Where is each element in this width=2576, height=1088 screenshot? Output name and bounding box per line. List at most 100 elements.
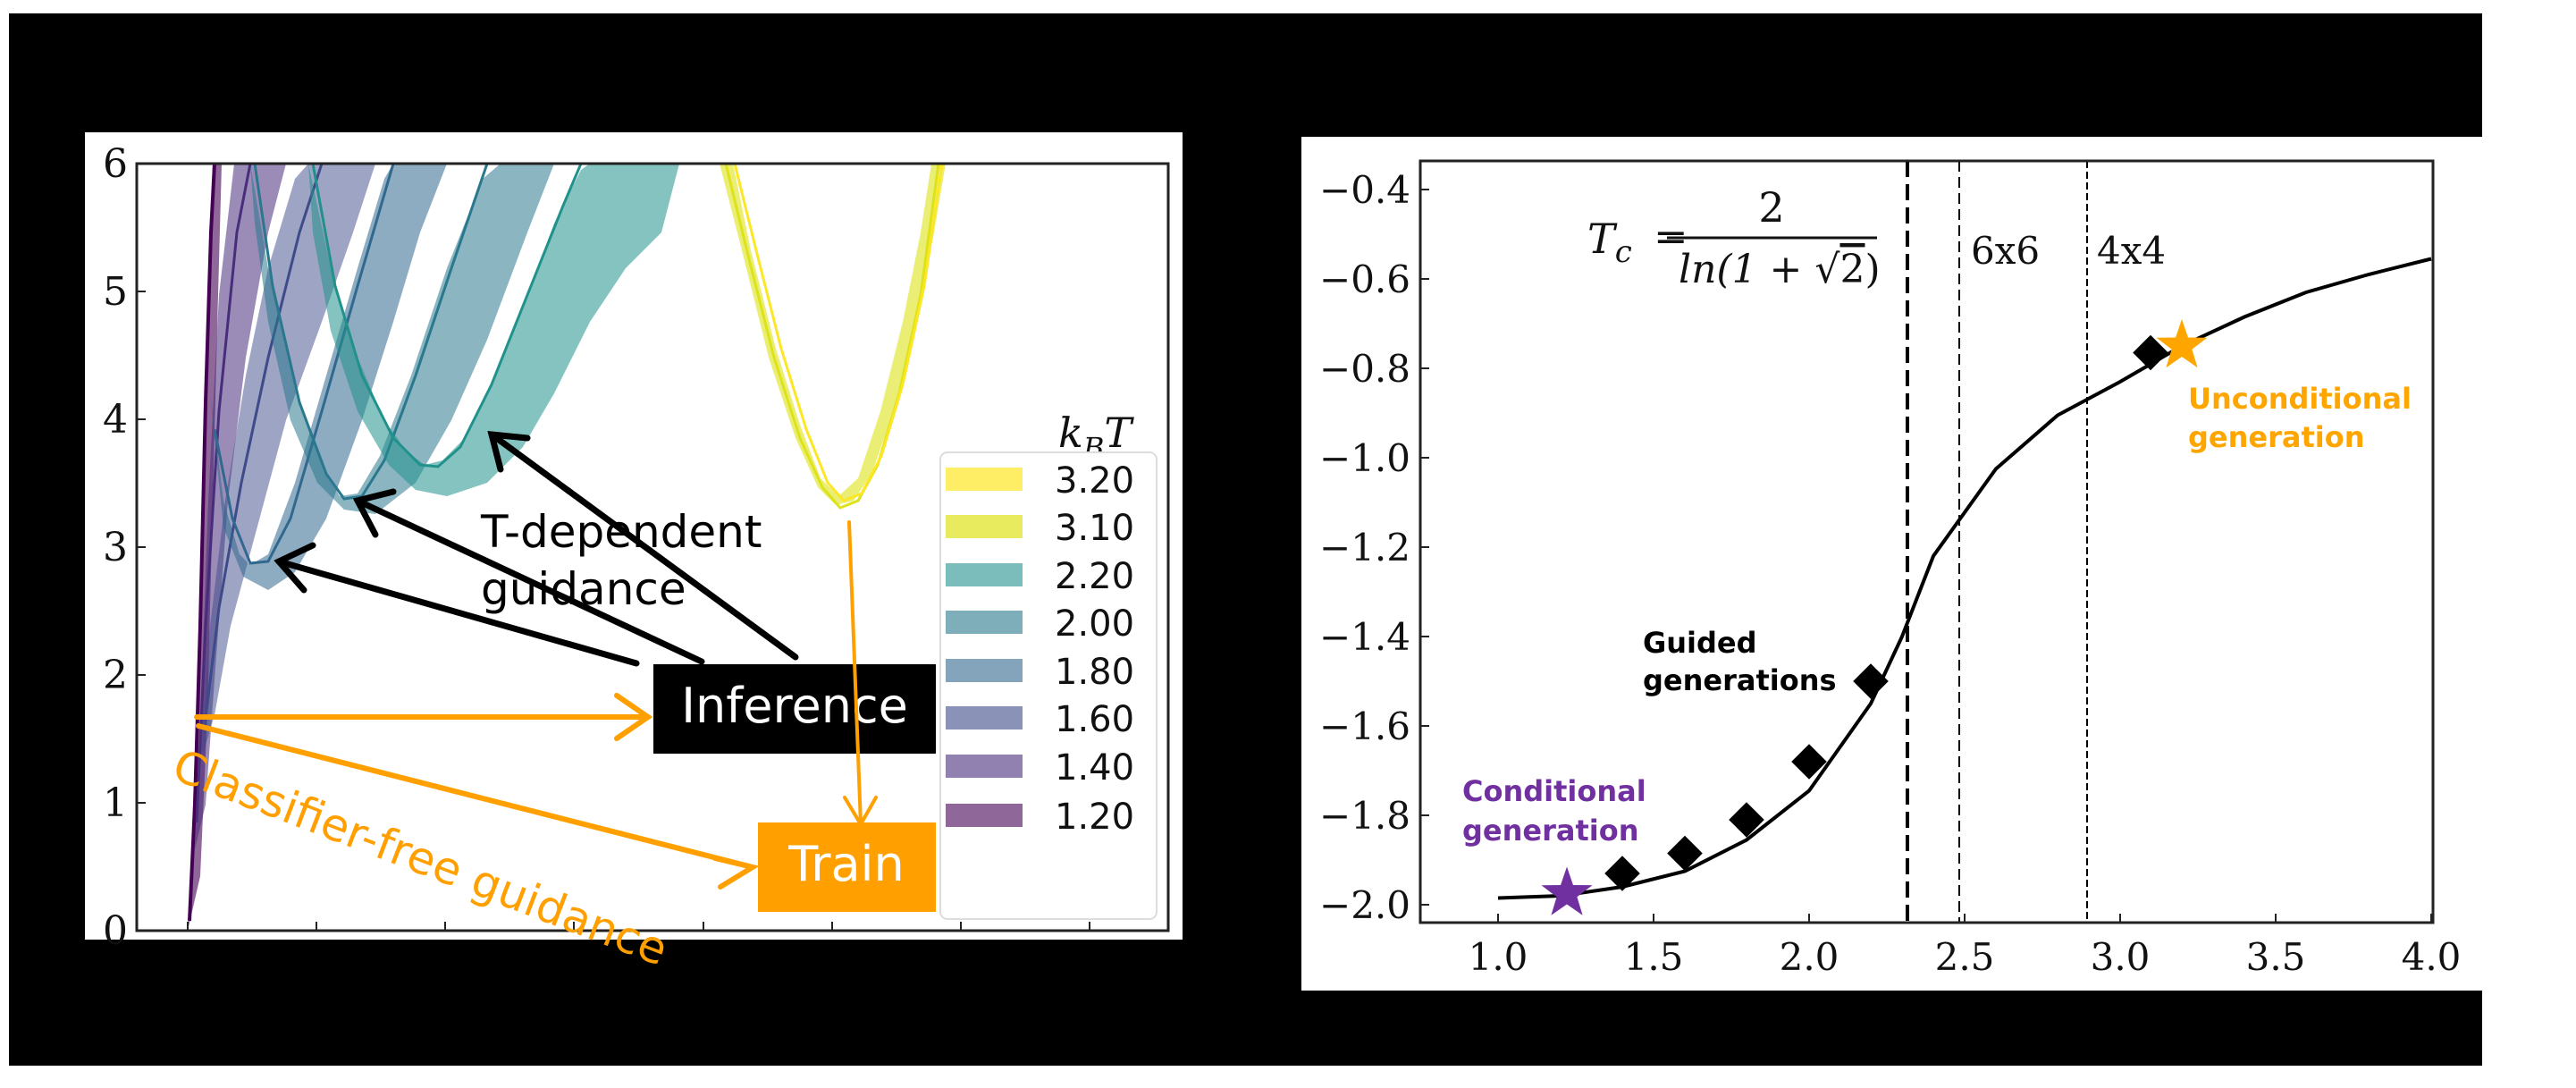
ytick-label: −1.8 (1319, 794, 1410, 838)
ytick-label: −0.6 (1319, 257, 1410, 301)
train-box (758, 822, 936, 912)
curve-1.20 (188, 164, 216, 922)
legend-item: 1.20 (946, 797, 1134, 838)
left-x-ticks (187, 922, 1090, 931)
arrow-to-2.00 (354, 497, 705, 665)
curve-1.60 (202, 164, 324, 734)
conditional-star-icon (1541, 866, 1593, 915)
left-y-ticks (137, 291, 146, 804)
formula-denominator: ln(1 + √2) (1679, 247, 1881, 292)
conditional-generation-label: generation (1462, 814, 1639, 848)
right-y-tick-labels: −0.4 −0.6 −0.8 −1.0 −1.2 −1.4 −1.6 −1.8 … (1319, 168, 1410, 927)
ytick-label: 0 (103, 908, 128, 954)
legend-swatch-1.80 (946, 659, 1023, 682)
legend-swatch-2.00 (946, 611, 1023, 634)
6x6-label: 6x6 (1971, 229, 2040, 273)
curve-3.10 (724, 164, 940, 510)
legend-label: 1.80 (1055, 652, 1134, 693)
band-1.40 (195, 164, 286, 849)
ytick-label: −2.0 (1319, 883, 1410, 927)
legend-item: 3.10 (946, 508, 1134, 549)
arrow-to-train (196, 723, 755, 870)
unconditional-label: Unconditional (2188, 382, 2412, 416)
legend-label: 2.00 (1055, 603, 1134, 645)
arrow-to-2.20 (488, 431, 799, 661)
xtick-label: 2.0 (1780, 935, 1839, 979)
t-dependent-arrows (274, 431, 799, 667)
arrowhead-icon (487, 431, 531, 473)
guidance-label: guidance (481, 563, 686, 615)
legend-label: 1.40 (1055, 747, 1134, 789)
legend-item: 1.60 (946, 699, 1134, 740)
arrow-yellow-to-train (847, 520, 863, 826)
legend-item: 3.20 (946, 460, 1134, 502)
xtick-label: 1.5 (1624, 935, 1684, 979)
band-3.10 (720, 164, 946, 505)
right-x-ticks (1497, 914, 2432, 923)
ytick-label: −1.4 (1319, 615, 1410, 659)
unconditional-generation-label: generation (2188, 420, 2365, 454)
curve-2.00 (253, 164, 489, 501)
ytick-label: −1.2 (1319, 526, 1410, 569)
right-axes-frame (1418, 159, 2435, 924)
ytick-label: −1.0 (1319, 436, 1410, 480)
legend-label: 2.20 (1055, 556, 1134, 597)
legend-item: 1.40 (946, 747, 1134, 789)
generations-label: generations (1643, 663, 1837, 697)
ytick-label: 5 (103, 269, 128, 315)
xtick-label: 4.0 (2402, 935, 2462, 979)
legend-label: 3.10 (1055, 508, 1134, 549)
legend-swatch-3.20 (946, 468, 1023, 491)
ytick-label: 1 (103, 780, 128, 826)
guided-label: Guided (1643, 626, 1757, 660)
arrowhead-icon (614, 693, 653, 741)
right-chart: −0.4 −0.6 −0.8 −1.0 −1.2 −1.4 −1.6 −1.8 … (1319, 159, 2462, 979)
xtick-label: 3.5 (2246, 935, 2306, 979)
arrowhead-icon (712, 856, 760, 890)
arrow-to-1.80 (275, 558, 640, 667)
ytick-label: −0.4 (1319, 168, 1410, 212)
tc-formula: Tc = 2 ln(1 + √2) (1587, 183, 1881, 292)
legend-swatch-1.60 (946, 706, 1023, 730)
arrowhead-icon (274, 542, 316, 594)
right-y-ticks (1420, 189, 1429, 906)
legend: kBT 3.20 3.10 2.20 2.00 1.80 (939, 409, 1158, 920)
ytick-label: 3 (103, 525, 128, 570)
ytick-label: 4 (103, 397, 128, 443)
left-y-tick-labels: 6 5 4 3 2 1 0 (103, 141, 128, 954)
legend-swatch-3.10 (946, 515, 1023, 538)
diamond-marker (2133, 334, 2168, 371)
left-curves (188, 164, 946, 931)
legend-item: 2.00 (946, 603, 1134, 645)
legend-label: 1.20 (1055, 797, 1134, 838)
band-2.00 (250, 164, 554, 514)
band-1.60 (201, 164, 375, 760)
legend-label: 1.60 (1055, 699, 1134, 740)
xtick-label: 1.0 (1469, 935, 1528, 979)
xtick-label: 3.0 (2091, 935, 2151, 979)
diamond-marker (1853, 663, 1889, 699)
curve-1.40 (195, 164, 252, 823)
curve-1.80 (213, 164, 395, 565)
train-label: Train (787, 836, 905, 892)
arrowhead-icon (843, 796, 878, 828)
arrowhead-icon (352, 488, 397, 538)
ytick-label: −0.8 (1319, 347, 1410, 391)
legend-item: 1.80 (946, 652, 1134, 693)
ytick-label: 2 (103, 653, 128, 698)
right-panel-background (1301, 137, 2576, 991)
legend-item: 2.20 (946, 556, 1134, 597)
inference-label: Inference (681, 678, 908, 734)
formula-equals: = (1654, 212, 1688, 260)
xtick-label: 2.5 (1935, 935, 1995, 979)
band-1.80 (210, 164, 447, 590)
band-2.20 (308, 164, 679, 496)
legend-swatch-2.20 (946, 563, 1023, 586)
curve-2.20 (311, 164, 583, 468)
conditional-label: Conditional (1462, 774, 1646, 808)
legend-title: kBT (1058, 409, 1134, 465)
unconditional-star-icon (2156, 319, 2208, 368)
formula-lhs: Tc (1587, 215, 1632, 270)
ytick-label: 6 (103, 141, 128, 187)
